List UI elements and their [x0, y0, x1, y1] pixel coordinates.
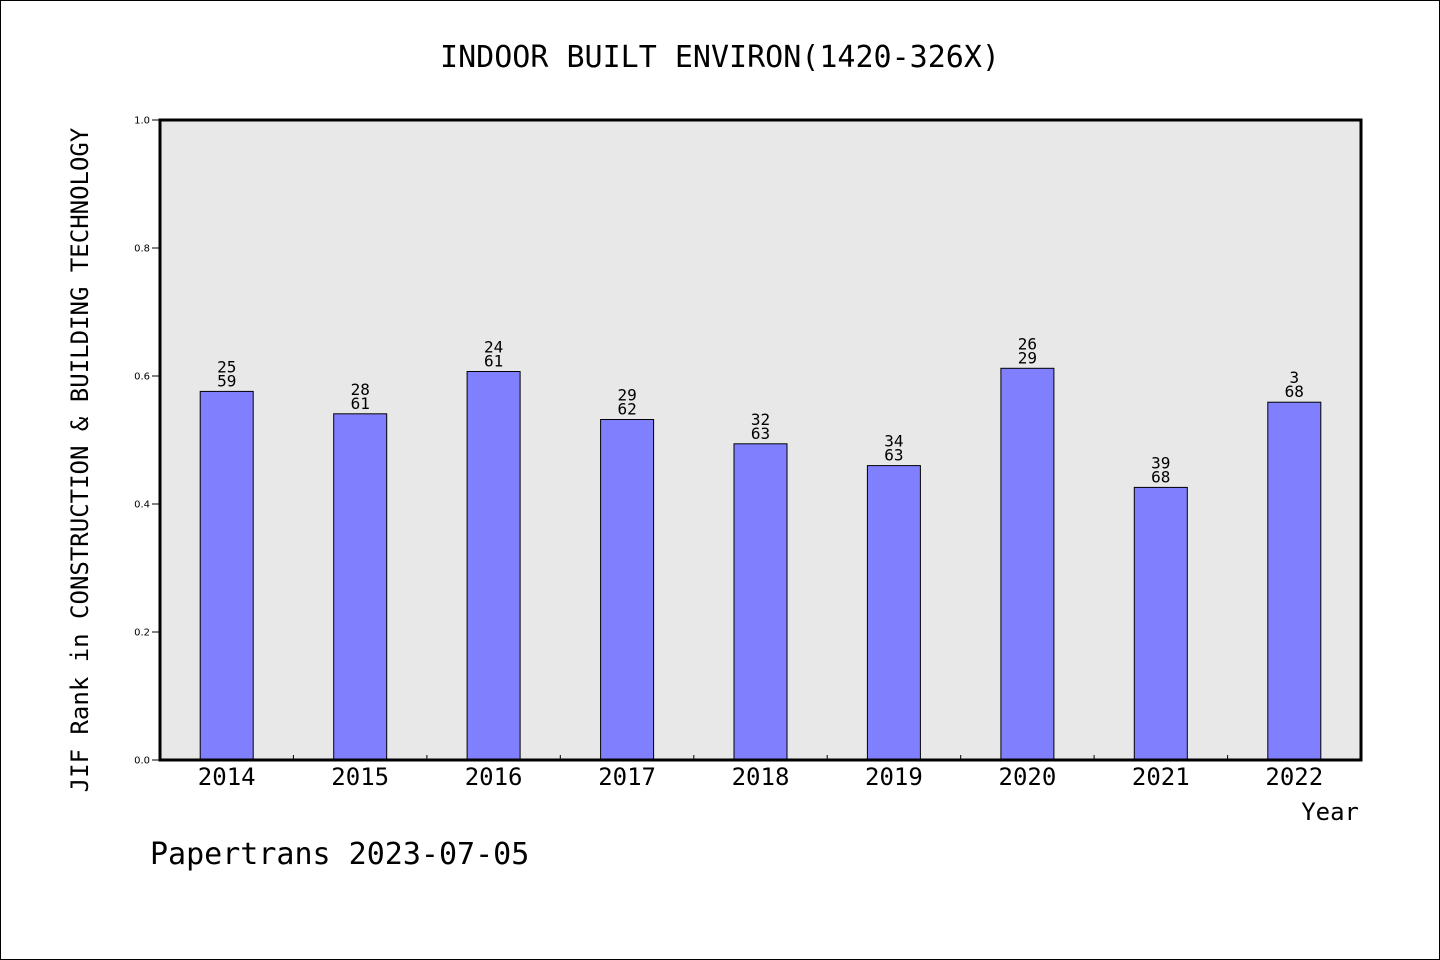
- bar-2020: [1000, 367, 1055, 761]
- x-tick-label-2017: 2017: [598, 763, 656, 791]
- y-tick-label-0.2: 0.2: [134, 628, 150, 639]
- y-axis-ticks: 0.0 0.2 0.4 0.6 0.8 1.0: [134, 116, 160, 767]
- x-tick-label-2015: 2015: [331, 763, 389, 791]
- chart-title: INDOOR BUILT ENVIRON(1420-326X): [440, 40, 1000, 75]
- x-tick-label-2019: 2019: [865, 763, 923, 791]
- data-label-bottom-2018: 63: [751, 424, 770, 443]
- data-label-bottom-2021: 68: [1151, 467, 1170, 486]
- plot-border: [158, 118, 1363, 762]
- x-tick-label-2022: 2022: [1265, 763, 1323, 791]
- data-label-bottom-2019: 63: [884, 446, 903, 465]
- y-tick-label-0.4: 0.4: [134, 500, 150, 511]
- bar-2017: [600, 419, 655, 761]
- bar-2022: [1267, 401, 1322, 761]
- data-label-bottom-2020: 29: [1018, 348, 1037, 367]
- data-label-top-2021: 39: [1151, 453, 1170, 472]
- bar-2019: [866, 465, 921, 761]
- data-label-top-2017: 29: [617, 386, 636, 405]
- data-label-top-2016: 24: [484, 338, 503, 357]
- bar-2021: [1133, 486, 1188, 761]
- y-tick-label-0.0: 0.0: [134, 756, 150, 767]
- y-axis-label: JIF Rank in CONSTRUCTION & BUILDING TECH…: [66, 127, 94, 792]
- data-label-top-2015: 28: [351, 380, 370, 399]
- bar-2015: [333, 413, 388, 761]
- data-label-bottom-2015: 61: [351, 394, 370, 413]
- data-label-bottom-2016: 61: [484, 352, 503, 371]
- x-tick-label-2014: 2014: [198, 763, 256, 791]
- bars-group: [199, 367, 1322, 761]
- bar-2014: [199, 390, 254, 761]
- data-label-top-2018: 32: [751, 410, 770, 429]
- y-tick-label-0.6: 0.6: [134, 372, 150, 383]
- x-tick-label-2016: 2016: [465, 763, 523, 791]
- bar-2018: [733, 443, 788, 761]
- x-tick-label-2018: 2018: [732, 763, 790, 791]
- x-axis-ticks: 2014 2015 2016 2017 2018 2019 2020 2021 2022: [198, 755, 1323, 791]
- data-label-bottom-2014: 59: [217, 371, 236, 390]
- x-tick-label-2020: 2020: [999, 763, 1057, 791]
- data-label-top-2019: 34: [884, 432, 903, 451]
- data-label-top-2022: 3: [1289, 368, 1299, 387]
- x-tick-label-2021: 2021: [1132, 763, 1190, 791]
- bar-2016: [466, 371, 521, 761]
- data-label-top-2020: 26: [1018, 334, 1037, 353]
- x-axis-label: Year: [1301, 798, 1359, 826]
- y-tick-label-0.8: 0.8: [134, 244, 150, 255]
- data-label-bottom-2022: 68: [1285, 382, 1304, 401]
- y-tick-label-1.0: 1.0: [134, 116, 150, 127]
- data-label-top-2014: 25: [217, 357, 236, 376]
- footer-credit: Papertrans 2023-07-05: [150, 837, 529, 872]
- data-label-bottom-2017: 62: [617, 400, 636, 419]
